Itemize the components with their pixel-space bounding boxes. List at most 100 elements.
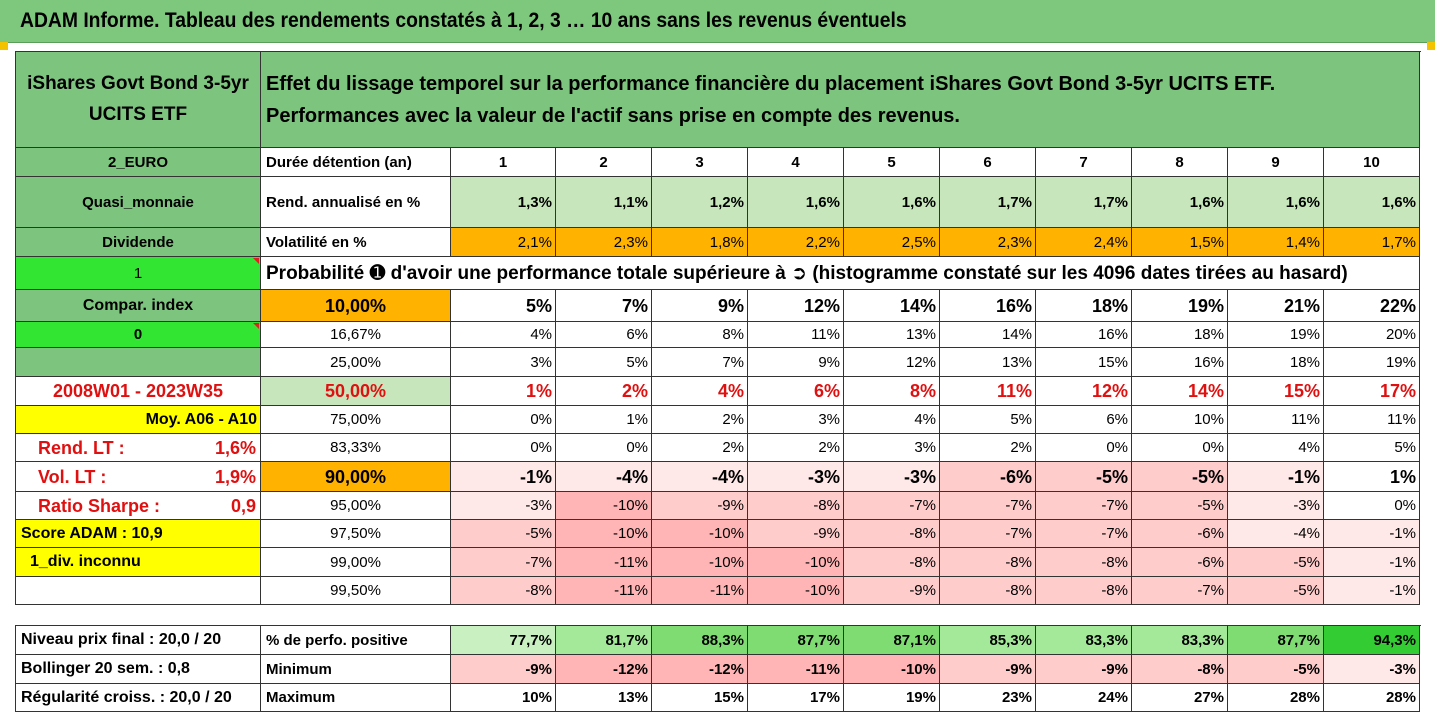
summary-value: 77,7% xyxy=(451,626,556,655)
summary-value: -9% xyxy=(451,655,556,684)
probability-value: -3% xyxy=(844,462,940,492)
probability-value: -4% xyxy=(1228,520,1324,548)
probability-value: 4% xyxy=(1228,434,1324,462)
summary-value: 28% xyxy=(1228,684,1324,712)
year-header: 7 xyxy=(1036,148,1132,177)
probability-value: -8% xyxy=(1036,577,1132,605)
probability-value: -7% xyxy=(451,548,556,577)
vol-lt-cell-label: Vol. LT : xyxy=(38,466,107,487)
probability-value: -5% xyxy=(451,520,556,548)
summary-value: -11% xyxy=(748,655,844,684)
summary-value: 85,3% xyxy=(940,626,1036,655)
summary-value: 83,3% xyxy=(1036,626,1132,655)
summary-value: -9% xyxy=(1036,655,1132,684)
probability-value: -3% xyxy=(451,492,556,520)
probability-value: 0% xyxy=(1036,434,1132,462)
year-header: 4 xyxy=(748,148,844,177)
score-cell: Score ADAM : 10,9 xyxy=(16,520,261,548)
rend-label: Rend. annualisé en % xyxy=(261,177,451,228)
probability-value: -5% xyxy=(1132,492,1228,520)
quantile-label: 97,50% xyxy=(261,520,451,548)
summary-value: 27% xyxy=(1132,684,1228,712)
probability-value: -4% xyxy=(652,462,748,492)
probability-value: -8% xyxy=(748,492,844,520)
summary-value: 83,3% xyxy=(1132,626,1228,655)
probability-label: Probabilité ➊ d'avoir une performance to… xyxy=(261,257,1420,290)
probability-value: -3% xyxy=(748,462,844,492)
probability-value: 5% xyxy=(556,348,652,377)
probability-value: 5% xyxy=(940,406,1036,434)
probability-value: 15% xyxy=(1228,377,1324,406)
summary-label-1: Minimum xyxy=(261,655,451,684)
probability-value: 11% xyxy=(1228,406,1324,434)
probability-value: 9% xyxy=(748,348,844,377)
probability-value: 14% xyxy=(940,322,1036,348)
summary-value: -9% xyxy=(940,655,1036,684)
probability-value: 4% xyxy=(844,406,940,434)
probability-value: 1% xyxy=(556,406,652,434)
rend-lt-cell: Rend. LT : 1,6% xyxy=(16,434,261,462)
summary-value: 24% xyxy=(1036,684,1132,712)
probability-value: 0% xyxy=(451,434,556,462)
probability-value: 12% xyxy=(844,348,940,377)
fund-name-cell: iShares Govt Bond 3-5yr UCITS ETF xyxy=(16,52,261,148)
rend-value: 1,7% xyxy=(1036,177,1132,228)
probability-value: -10% xyxy=(556,492,652,520)
probability-value: 15% xyxy=(1036,348,1132,377)
probability-value: -8% xyxy=(451,577,556,605)
probability-value: -1% xyxy=(451,462,556,492)
year-header: 3 xyxy=(652,148,748,177)
vol-lt-cell: Vol. LT : 1,9% xyxy=(16,462,261,492)
empty-green-cell xyxy=(16,348,261,377)
quantile-label: 90,00% xyxy=(261,462,451,492)
probability-value: 14% xyxy=(844,290,940,322)
probability-value: -8% xyxy=(844,520,940,548)
rend-lt-cell-value: 1,6% xyxy=(214,437,256,458)
rend-value: 1,1% xyxy=(556,177,652,228)
probability-value: 11% xyxy=(1324,406,1420,434)
probability-value: -5% xyxy=(1228,577,1324,605)
summary-label-0: % de perfo. positive xyxy=(261,626,451,655)
sharpe-cell: Ratio Sharpe : 0,9 xyxy=(16,492,261,520)
quantile-label: 83,33% xyxy=(261,434,451,462)
dividend-cell: Dividende xyxy=(16,228,261,257)
header-line-1: Effet du lissage temporel sur la perform… xyxy=(266,72,1276,95)
probability-value: 1% xyxy=(451,377,556,406)
quantile-label: 75,00% xyxy=(261,406,451,434)
summary-value: 15% xyxy=(652,684,748,712)
probability-value: -11% xyxy=(556,548,652,577)
vol-lt-cell-value: 1,9% xyxy=(214,466,256,487)
probability-value: 4% xyxy=(451,322,556,348)
moy-cell: Moy. A06 - A10 xyxy=(16,406,261,434)
probability-value: 12% xyxy=(748,290,844,322)
quantile-label: 10,00% xyxy=(261,290,451,322)
summary-frame xyxy=(15,625,1421,712)
summary-left-0: Niveau prix final : 20,0 / 20 xyxy=(16,626,261,655)
vol-value: 2,1% xyxy=(451,228,556,257)
rend-lt-cell-label: Rend. LT : xyxy=(38,437,125,458)
probability-value: 18% xyxy=(1132,322,1228,348)
summary-value: 17% xyxy=(748,684,844,712)
probability-value: 22% xyxy=(1324,290,1420,322)
vol-value: 2,2% xyxy=(748,228,844,257)
summary-value: -10% xyxy=(844,655,940,684)
summary-value: -8% xyxy=(1132,655,1228,684)
quantile-label: 99,50% xyxy=(261,577,451,605)
probability-value: 16% xyxy=(940,290,1036,322)
table-frame xyxy=(15,51,1421,605)
probability-value: 10% xyxy=(1132,406,1228,434)
category-cell: Quasi_monnaie xyxy=(16,177,261,228)
year-header: 5 xyxy=(844,148,940,177)
summary-value: 10% xyxy=(451,684,556,712)
probability-value: -9% xyxy=(844,577,940,605)
probability-value: 19% xyxy=(1228,322,1324,348)
header-description: Effet du lissage temporel sur la perform… xyxy=(261,52,1420,148)
probability-value: 2% xyxy=(748,434,844,462)
summary-value: 28% xyxy=(1324,684,1420,712)
probability-value: 13% xyxy=(844,322,940,348)
probability-value: 5% xyxy=(451,290,556,322)
empty-cell xyxy=(16,577,261,605)
quantile-label: 16,67% xyxy=(261,322,451,348)
year-header: 9 xyxy=(1228,148,1324,177)
probability-value: 2% xyxy=(940,434,1036,462)
